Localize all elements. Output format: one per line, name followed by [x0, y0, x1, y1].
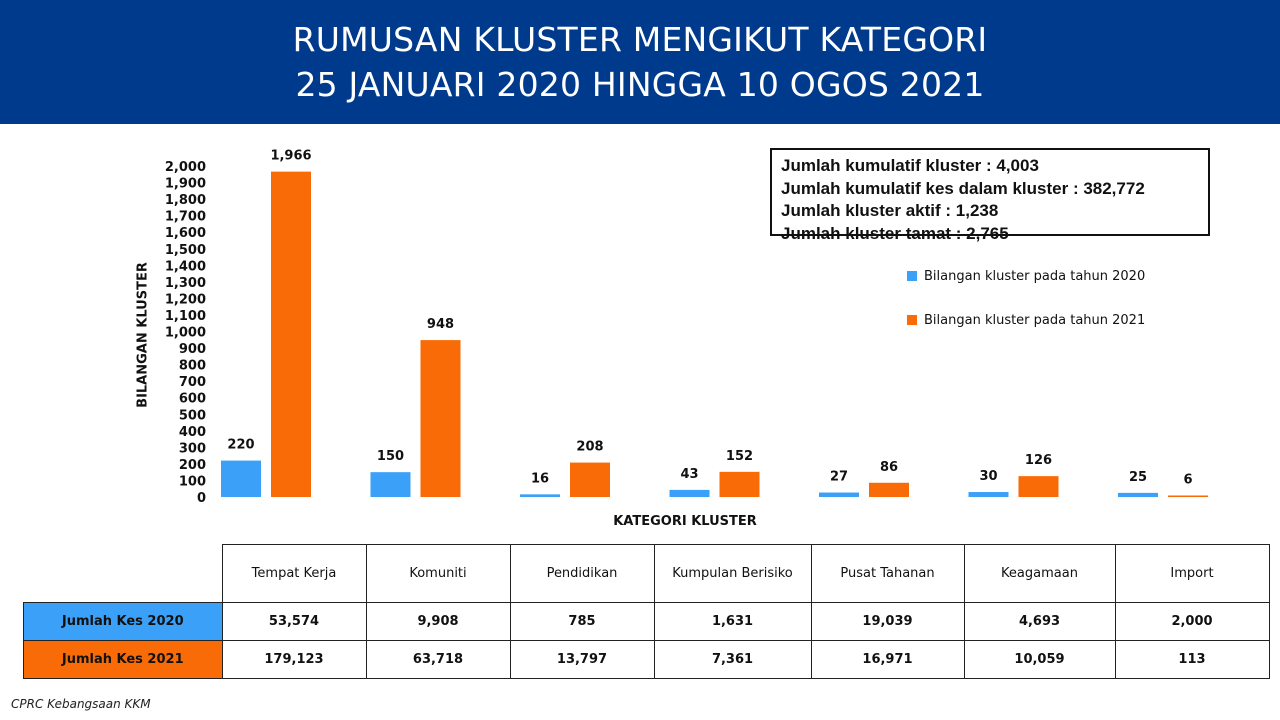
- bar-2020: [221, 460, 261, 497]
- bar-value-label: 948: [427, 317, 454, 332]
- page-title-line2: 25 JANUARI 2020 HINGGA 10 OGOS 2021: [295, 65, 985, 104]
- table-header-cell: Tempat Kerja: [221, 544, 367, 603]
- bar-value-label: 1,966: [270, 149, 311, 164]
- y-tick-label: 400: [179, 425, 206, 440]
- table-row-label: Jumlah Kes 2021: [23, 640, 223, 679]
- table-header-cell: Pusat Tahanan: [810, 544, 965, 603]
- summary-total-cases: Jumlah kumulatif kes dalam kluster : 382…: [781, 178, 1145, 198]
- bar-2021: [420, 340, 461, 497]
- bar-value-label: 25: [1129, 470, 1147, 485]
- table-cell: 10,059: [963, 640, 1116, 679]
- legend-item-2020: Bilangan kluster pada tahun 2020: [907, 266, 1145, 286]
- table-cell: 2,000: [1114, 602, 1270, 641]
- bar-2020: [819, 492, 859, 497]
- summary-total-clusters: Jumlah kumulatif kluster : 4,003: [781, 156, 1039, 175]
- table-cell: 785: [509, 602, 655, 641]
- table-header-cell: Komuniti: [365, 544, 511, 603]
- y-tick-label: 2,000: [165, 160, 206, 175]
- y-tick-label: 1,400: [165, 259, 206, 274]
- bar-2021: [719, 471, 760, 497]
- table-row: Jumlah Kes 2020 53,574 9,908 785 1,631 1…: [23, 602, 1270, 641]
- table-corner: [23, 544, 223, 603]
- y-tick-label: 300: [179, 441, 206, 456]
- y-tick-label: 0: [197, 491, 206, 506]
- table-cell: 53,574: [221, 602, 367, 641]
- cases-table: Tempat Kerja Komuniti Pendidikan Kumpula…: [23, 544, 1270, 679]
- bar-2020: [669, 489, 710, 497]
- table-header-cell: Keagamaan: [963, 544, 1116, 603]
- bar-value-label: 16: [531, 471, 549, 486]
- x-axis-title: KATEGORI KLUSTER: [613, 514, 757, 529]
- y-tick-label: 1,200: [165, 292, 206, 307]
- bar-value-label: 208: [576, 440, 603, 455]
- table-header-cell: Kumpulan Berisiko: [653, 544, 812, 603]
- source-footer: CPRC Kebangsaan KKM: [11, 697, 151, 711]
- table-cell: 113: [1114, 640, 1270, 679]
- bar-value-label: 220: [227, 438, 254, 453]
- table-header-cell: Import: [1114, 544, 1270, 603]
- table-row-label: Jumlah Kes 2020: [23, 602, 223, 641]
- summary-active-clusters: Jumlah kluster aktif : 1,238: [781, 201, 999, 220]
- table-cell: 63,718: [365, 640, 511, 679]
- y-tick-label: 1,800: [165, 193, 206, 208]
- bar-2021: [869, 482, 909, 497]
- y-tick-label: 1,300: [165, 276, 206, 291]
- y-tick-label: 1,000: [165, 326, 206, 341]
- table-cell: 4,693: [963, 602, 1116, 641]
- y-tick-label: 600: [179, 392, 206, 407]
- bar-2020: [370, 472, 411, 497]
- bar-2020: [1118, 492, 1158, 497]
- y-tick-label: 1,500: [165, 243, 206, 258]
- legend-swatch-2021: [907, 315, 917, 325]
- y-tick-label: 1,100: [165, 309, 206, 324]
- legend-item-2021: Bilangan kluster pada tahun 2021: [907, 310, 1145, 330]
- y-axis-title: BILANGAN KLUSTER: [135, 262, 151, 408]
- table-cell: 179,123: [221, 640, 367, 679]
- y-tick-label: 900: [179, 342, 206, 357]
- bar-2020: [520, 494, 560, 497]
- table-header-cell: Pendidikan: [509, 544, 655, 603]
- table-cell: 19,039: [810, 602, 965, 641]
- bar-2021: [1168, 495, 1208, 497]
- y-tick-label: 500: [179, 408, 206, 423]
- legend-swatch-2020: [907, 271, 917, 281]
- legend-label-2020: Bilangan kluster pada tahun 2020: [924, 268, 1146, 284]
- bar-value-label: 30: [979, 469, 997, 484]
- bar-2021: [1018, 476, 1059, 497]
- table-cell: 1,631: [653, 602, 812, 641]
- table-header-row: Tempat Kerja Komuniti Pendidikan Kumpula…: [23, 544, 1270, 603]
- chart-legend: Bilangan kluster pada tahun 2020 Bilanga…: [907, 266, 1145, 354]
- legend-label-2021: Bilangan kluster pada tahun 2021: [924, 312, 1146, 328]
- title-banner: RUMUSAN KLUSTER MENGIKUT KATEGORI 25 JAN…: [0, 0, 1280, 124]
- bar-2020: [968, 492, 1009, 497]
- bar-value-label: 126: [1025, 453, 1052, 468]
- y-tick-label: 1,700: [165, 210, 206, 225]
- y-tick-label: 200: [179, 458, 206, 473]
- bar-value-label: 6: [1183, 473, 1192, 488]
- y-tick-label: 1,900: [165, 177, 206, 192]
- summary-ended-clusters: Jumlah kluster tamat : 2,765: [781, 223, 1009, 243]
- table-cell: 13,797: [509, 640, 655, 679]
- y-tick-label: 1,600: [165, 226, 206, 241]
- y-tick-label: 700: [179, 375, 206, 390]
- table-cell: 9,908: [365, 602, 511, 641]
- y-tick-label: 800: [179, 359, 206, 374]
- bar-2021: [271, 171, 311, 497]
- summary-box: Jumlah kumulatif kluster : 4,003 Jumlah …: [770, 148, 1210, 243]
- bar-2021: [570, 462, 610, 497]
- y-tick-label: 100: [179, 474, 206, 489]
- table-cell: 16,971: [810, 640, 965, 679]
- bar-value-label: 27: [830, 470, 848, 485]
- bar-value-label: 152: [726, 449, 753, 464]
- bar-value-label: 86: [880, 460, 898, 475]
- bar-value-label: 150: [377, 449, 404, 464]
- table-cell: 7,361: [653, 640, 812, 679]
- bar-value-label: 43: [680, 467, 698, 482]
- table-row: Jumlah Kes 2021 179,123 63,718 13,797 7,…: [23, 640, 1270, 679]
- page-title-line1: RUMUSAN KLUSTER MENGIKUT KATEGORI: [292, 20, 988, 59]
